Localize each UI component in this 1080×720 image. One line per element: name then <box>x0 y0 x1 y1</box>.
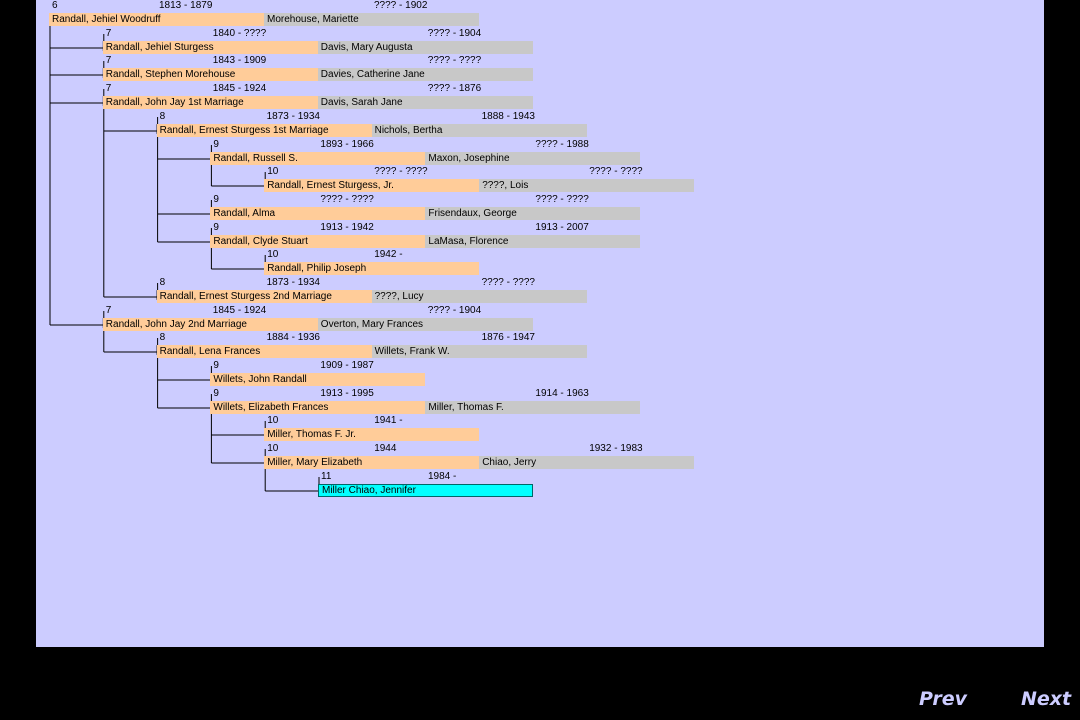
generation-number: 10 <box>267 166 279 177</box>
generation-number: 9 <box>213 360 219 371</box>
person-name: Willets, Elizabeth Frances <box>210 401 426 414</box>
person-name: Randall, Russell S. <box>210 152 426 165</box>
spouse-name: Frisendaux, George <box>425 207 641 220</box>
generation-number: 8 <box>159 277 166 288</box>
spouse-dates: ???? - 1904 <box>427 305 482 316</box>
prev-button[interactable]: Prev <box>919 688 967 710</box>
person-dates: 1843 - 1909 <box>212 55 267 66</box>
person-dates: 1944 <box>374 443 397 454</box>
person-dates: 1913 - 1942 <box>320 222 374 233</box>
person-name: Willets, John Randall <box>210 373 426 386</box>
person-dates: 1913 - 1995 <box>320 388 374 399</box>
person-dates: 1845 - 1924 <box>212 305 267 316</box>
spouse-dates: ???? - ???? <box>535 194 589 205</box>
generation-number: 6 <box>52 0 58 11</box>
person-dates: 1873 - 1934 <box>266 111 320 122</box>
spouse-name: Miller, Thomas F. <box>425 401 641 414</box>
person-dates: 1884 - 1936 <box>266 332 320 343</box>
spouse-name: Chiao, Jerry <box>479 456 695 469</box>
person-dates: ???? - ???? <box>320 194 374 205</box>
generation-number: 7 <box>105 83 112 94</box>
person-name: Randall, Philip Joseph <box>264 262 480 275</box>
spouse-name: Morehouse, Mariette <box>264 13 479 26</box>
spouse-name: LaMasa, Florence <box>425 235 641 248</box>
generation-number: 10 <box>267 443 279 454</box>
generation-number: 9 <box>213 139 219 150</box>
selected-person: Miller Chiao, Jennifer <box>318 484 533 497</box>
spouse-dates: 1932 - 1983 <box>589 443 643 454</box>
spouse-name: Davis, Sarah Jane <box>317 96 533 109</box>
spouse-dates: ???? - 1902 <box>374 0 428 11</box>
spouse-name: Maxon, Josephine <box>425 152 641 165</box>
generation-number: 9 <box>213 388 219 399</box>
person-name: Randall, Ernest Sturgess, Jr. <box>264 179 480 192</box>
spouse-name: Overton, Mary Frances <box>317 318 533 331</box>
spouse-dates: ???? - ???? <box>589 166 643 177</box>
spouse-dates: 1876 - 1947 <box>481 332 535 343</box>
person-dates: 1813 - 1879 <box>159 0 213 11</box>
spouse-name: ????, Lucy <box>371 290 587 303</box>
person-dates: 1942 - <box>374 249 403 260</box>
person-name: Randall, Ernest Sturgess 1st Marriage <box>156 124 372 137</box>
generation-number: 7 <box>105 28 112 39</box>
generation-number: 7 <box>105 305 112 316</box>
generation-number: 11 <box>321 471 332 482</box>
spouse-dates: ???? - 1988 <box>535 139 589 150</box>
person-name: Randall, Stephen Morehouse <box>102 68 318 81</box>
generation-number: 7 <box>105 55 112 66</box>
spouse-dates: ???? - 1904 <box>427 28 482 39</box>
spouse-dates: ???? - 1876 <box>427 83 482 94</box>
spouse-dates: 1888 - 1943 <box>481 111 535 122</box>
spouse-name: Davies, Catherine Jane <box>317 68 533 81</box>
person-dates: 1845 - 1924 <box>212 83 267 94</box>
person-name: Randall, Clyde Stuart <box>210 235 426 248</box>
person-dates: 1873 - 1934 <box>266 277 320 288</box>
person-dates: ???? - ???? <box>374 166 428 177</box>
person-name: Miller, Mary Elizabeth <box>264 456 480 469</box>
generation-number: 9 <box>213 194 219 205</box>
spouse-dates: ???? - ???? <box>481 277 535 288</box>
person-dates: 1893 - 1966 <box>320 139 374 150</box>
spouse-dates: ???? - ???? <box>427 55 482 66</box>
generation-number: 8 <box>159 111 166 122</box>
person-name: Randall, Jehiel Sturgess <box>102 41 318 54</box>
person-name: Randall, Alma <box>210 207 426 220</box>
person-name: Randall, John Jay 1st Marriage <box>102 96 318 109</box>
generation-number: 10 <box>267 249 279 260</box>
spouse-dates: 1913 - 2007 <box>535 222 589 233</box>
spouse-name: Nichols, Bertha <box>371 124 587 137</box>
person-name: Randall, John Jay 2nd Marriage <box>102 318 318 331</box>
person-name: Randall, Lena Frances <box>156 345 372 358</box>
person-name: Randall, Jehiel Woodruff <box>49 13 264 26</box>
next-button[interactable]: Next <box>1021 688 1072 710</box>
spouse-name: ????, Lois <box>479 179 695 192</box>
spouse-dates: 1914 - 1963 <box>535 388 589 399</box>
generation-number: 8 <box>159 332 166 343</box>
person-name: Randall, Ernest Sturgess 2nd Marriage <box>156 290 372 303</box>
person-dates: 1840 - ???? <box>212 28 267 39</box>
person-dates: 1984 - <box>428 471 457 482</box>
person-name: Miller, Thomas F. Jr. <box>264 428 480 441</box>
person-dates: 1941 - <box>374 415 403 426</box>
generation-number: 9 <box>213 222 219 233</box>
spouse-name: Willets, Frank W. <box>371 345 587 358</box>
person-dates: 1909 - 1987 <box>320 360 374 371</box>
generation-number: 10 <box>267 415 279 426</box>
spouse-name: Davis, Mary Augusta <box>317 41 533 54</box>
